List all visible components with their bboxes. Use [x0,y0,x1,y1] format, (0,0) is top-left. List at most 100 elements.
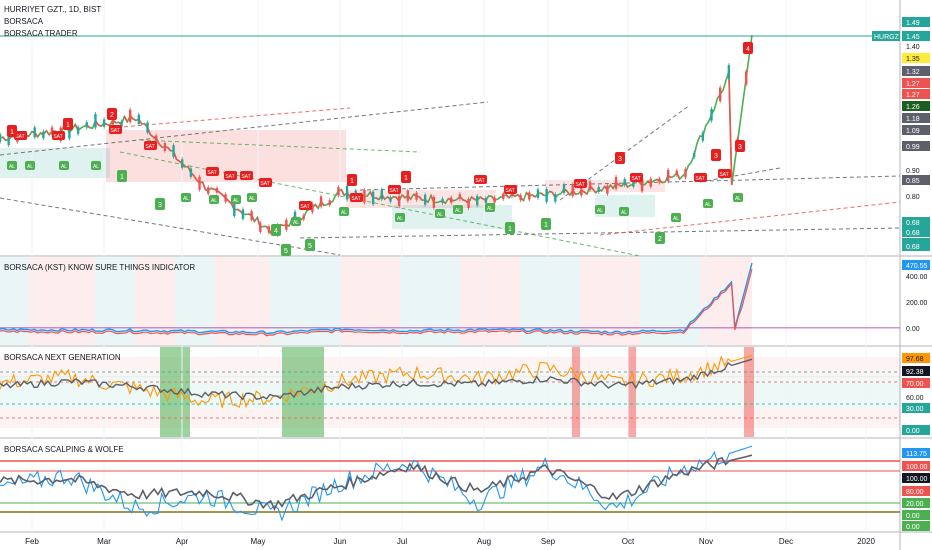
price-scale-label: 0.68 [906,220,920,227]
x-axis-label: Feb [25,537,39,546]
sell-signal-marker [694,173,707,182]
candle-body [371,191,375,205]
sell-signal-text: SAT [631,176,640,182]
candle-body [493,197,496,203]
price-down-segment [314,203,319,209]
candle-body [319,196,323,207]
sell-signal-text: SAT [110,128,119,134]
candle-body [423,194,427,205]
candle-body [484,197,488,203]
sw-scale-label: 0.00 [906,524,920,531]
wave-number-marker [541,218,551,230]
sw-fast-line [0,445,753,522]
kst-band [0,257,28,345]
candle-body [137,114,141,124]
x-axis-label: Jul [397,537,407,546]
wave-number-text: 5 [308,243,312,250]
kst-line [0,262,753,335]
indicator-2-label: BORSACA TRADER [4,29,78,38]
buy-signal-marker [733,193,743,202]
price-down-segment [227,200,232,205]
sell-signal-marker [240,171,253,180]
sw-slow-line [0,454,753,512]
wave-number-marker [63,118,73,130]
trend-line [139,139,421,153]
wave-number-text: 1 [10,129,14,136]
sw-scale-label: 0.00 [906,513,920,520]
sell-signal-text: SAT [241,174,250,180]
wave-number-marker [155,198,165,210]
wave-number-marker [107,108,117,120]
candle-body [328,200,331,206]
buy-signal-text: AL [487,206,493,212]
price-scale-label: 1.45 [906,34,920,41]
ng-sell-zone [572,347,580,437]
x-axis-label: Jun [334,537,347,546]
candle-body [397,196,401,207]
price-down-segment [340,189,345,196]
price-down-segment [531,194,536,198]
buy-signal-marker [181,193,191,202]
trend-line [599,201,901,236]
candle-body [224,194,227,202]
price-down-segment [505,194,510,199]
price-scale-tag [902,217,930,227]
price-scale-label: 1.35 [906,56,920,63]
candle-body [640,179,644,192]
candle-body [562,184,566,193]
kst-band [580,257,640,345]
price-down-segment [566,190,571,196]
candle-body [42,131,45,139]
sell-signal-text: SAT [575,182,584,188]
candle-body [172,145,175,157]
wave-number-text: 3 [618,156,622,163]
kst-scale-label: 0.00 [906,326,920,333]
buy-signal-text: AL [293,220,299,226]
ng-scale-label: 92.38 [906,369,924,376]
price-down-segment [540,192,545,196]
sell-signal-text: SAT [207,170,216,176]
sell-signal-marker [299,201,312,210]
buy-signal-marker [59,161,69,170]
buy-signal-marker [619,207,629,216]
price-scale-label: 1.27 [906,92,920,99]
price-down-segment [280,223,284,227]
buy-signal-marker [435,209,445,218]
x-axis-label: 2020 [857,537,875,546]
candle-body [415,192,418,200]
price-down-segment [167,146,172,152]
candle-body [215,188,219,193]
sell-signal-text: SAT [15,134,24,140]
kst-band [700,257,752,345]
candle-body [580,185,583,196]
candle-body [632,181,635,187]
wave-number-text: 3 [714,153,718,160]
ng-scale-tag [902,353,930,363]
kst-signal-line [0,268,753,337]
sell-signal-text: SAT [475,178,484,184]
sw-scale-tag [902,510,930,520]
wave-number-text: 3 [738,144,742,151]
wave-number-marker [7,125,17,137]
candle-body [146,122,149,133]
candle-body [120,121,123,127]
candle-body [50,127,54,135]
buy-signal-text: AL [597,208,603,214]
wave-number-text: 5 [284,248,288,255]
kst-scale-label: 400.00 [906,274,928,281]
trend-line [109,107,351,129]
trend-line [559,104,691,201]
candle-body [33,127,36,138]
buy-signal-marker [7,161,17,170]
wave-number-marker [743,42,753,54]
candle-body [658,178,661,183]
price-scale-label: 0.90 [906,168,920,175]
buy-signal-marker [395,213,405,222]
buy-signal-marker [209,195,219,204]
sw-scale-tag [902,521,930,531]
price-scale-label: 0.80 [906,194,920,201]
candle-body [536,189,540,198]
sell-signal-text: SAT [260,181,269,187]
wave-number-marker [347,174,357,186]
price-scale-tag [902,53,930,63]
